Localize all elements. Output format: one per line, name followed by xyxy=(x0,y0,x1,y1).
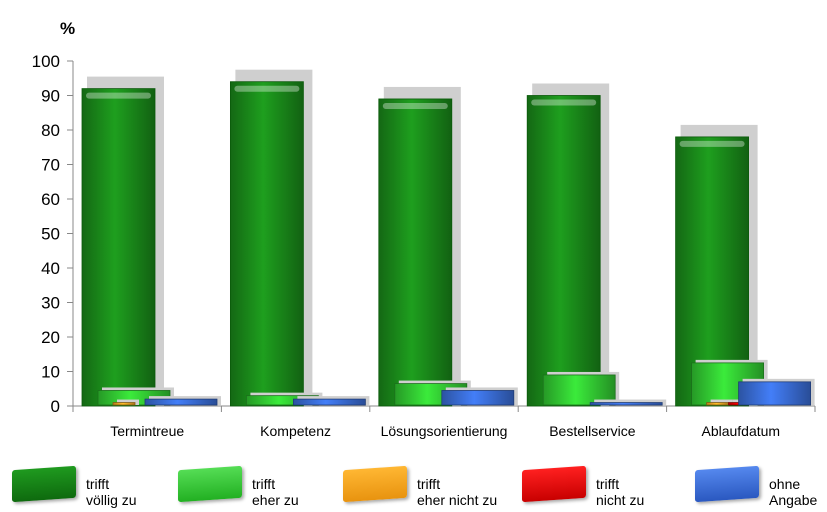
y-tick-label: 70 xyxy=(41,156,60,175)
legend: trifft völlig zu trifft eher zu trifft e… xyxy=(0,462,827,512)
legend-swatch-voellig xyxy=(12,465,76,503)
y-tick-label: 50 xyxy=(41,225,60,244)
bar-s2-0 xyxy=(112,402,136,406)
bar-s2-4 xyxy=(706,402,729,406)
x-category-label: Termintreue xyxy=(110,423,184,439)
y-tick-label: 80 xyxy=(41,121,60,140)
x-category-label: Ablaufdatum xyxy=(701,423,780,439)
legend-label-voellig-line2: völlig zu xyxy=(86,492,137,508)
bar-s4-3 xyxy=(589,402,663,406)
x-category-label: Kompetenz xyxy=(260,423,331,439)
legend-label-eher: trifft eher zu xyxy=(252,476,299,508)
bar-s4-1 xyxy=(292,398,366,406)
legend-label-voellig: trifft völlig zu xyxy=(86,476,137,508)
bar-highlight xyxy=(234,85,300,92)
legend-label-voellig-line1: trifft xyxy=(86,476,110,492)
bar-1 xyxy=(229,81,304,407)
legend-swatch-eher-nicht xyxy=(343,465,407,503)
y-tick-label: 100 xyxy=(32,52,60,71)
y-tick-label: 40 xyxy=(41,259,60,278)
legend-swatch-ohne xyxy=(695,465,759,503)
y-tick-label: 90 xyxy=(41,87,60,106)
bar-0 xyxy=(81,88,156,407)
legend-label-eher-nicht: trifft eher nicht zu xyxy=(417,476,497,508)
legend-label-eher-nicht-line1: trifft xyxy=(417,476,441,492)
y-unit-label: % xyxy=(60,19,75,38)
legend-swatch-nicht xyxy=(522,465,586,503)
bar-2 xyxy=(378,98,453,407)
bar-highlight xyxy=(86,92,151,99)
bar-s4-4 xyxy=(738,381,811,406)
legend-swatch-eher xyxy=(178,465,242,503)
y-tick-label: 0 xyxy=(51,397,60,416)
bar-s4-2 xyxy=(441,390,515,406)
y-tick-label: 30 xyxy=(41,294,60,313)
legend-label-nicht-line1: trifft xyxy=(596,476,620,492)
y-tick-label: 60 xyxy=(41,190,60,209)
legend-label-eher-line2: eher zu xyxy=(252,492,299,508)
x-category-label: Bestellservice xyxy=(549,423,636,439)
y-tick-label: 10 xyxy=(41,363,60,382)
legend-label-ohne: ohne Angabe xyxy=(769,476,817,508)
legend-label-nicht-line2: nicht zu xyxy=(596,492,645,508)
legend-label-eher-nicht-line2: eher nicht zu xyxy=(417,492,498,508)
y-tick-label: 20 xyxy=(41,328,60,347)
legend-label-ohne-line2: Angabe xyxy=(769,492,818,508)
legend-label-eher-line1: trifft xyxy=(252,476,276,492)
bar-highlight xyxy=(382,102,448,109)
bar-3 xyxy=(526,95,601,407)
x-category-label: Lösungsorientierung xyxy=(381,423,508,439)
chart: % 0 10 20 30 40 50 60 70 80 90 100 Termintreue Kompet… xyxy=(32,19,816,439)
bar-s4-0 xyxy=(144,398,218,406)
legend-label-nicht: trifft nicht zu xyxy=(596,476,644,508)
legend-label-ohne-line1: ohne xyxy=(769,476,801,492)
bar-highlight xyxy=(679,140,745,147)
bar-highlight xyxy=(531,99,597,106)
